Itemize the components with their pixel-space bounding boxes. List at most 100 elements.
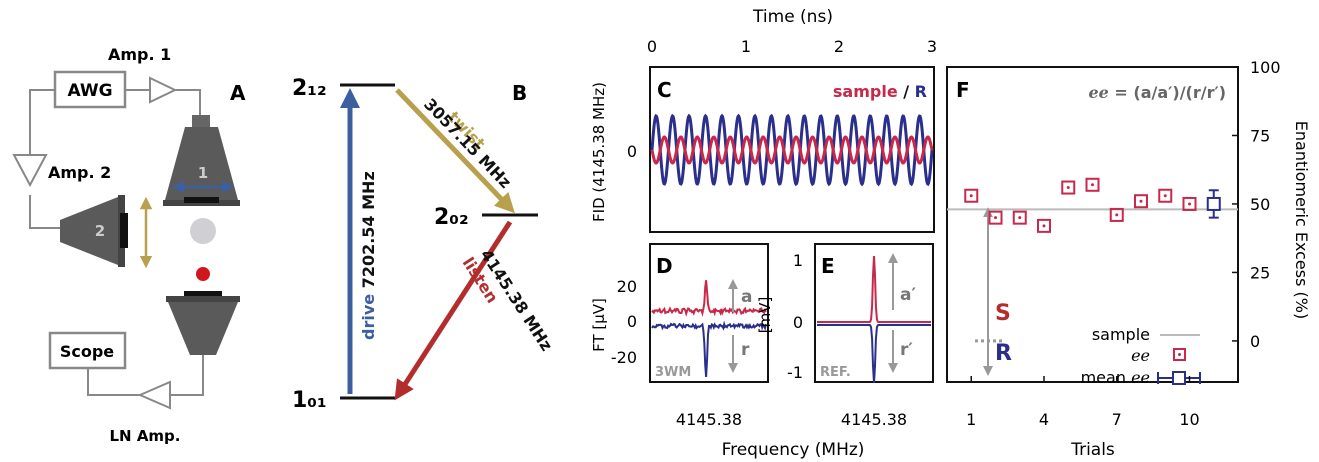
ln-amp-label: LN Amp. <box>109 427 180 445</box>
ee-formula-rest: = (a/a′)/(r/r′) <box>1109 83 1226 102</box>
time-axis-ticks: 0 1 2 3 <box>647 37 937 56</box>
sample-region-circle <box>190 218 216 244</box>
ee-plot <box>947 177 1238 377</box>
e-ytick-m1: -1 <box>787 363 803 382</box>
ee-point <box>988 210 1003 225</box>
f-xtick-label: 7 <box>1112 410 1122 429</box>
spectrum-d-sample-trace <box>651 280 767 317</box>
level-202-label: 2₀₂ <box>434 205 469 230</box>
panel-a: AWG Amp. 1 A Amp. 2 1 2 <box>12 45 246 445</box>
wire-awg-loop <box>29 89 60 229</box>
twist-arrow <box>395 88 515 214</box>
label-r: r <box>741 340 750 360</box>
spectrum-e-sample-trace <box>817 255 931 323</box>
d-ytick-m20: -20 <box>611 348 637 367</box>
fid-legend-sample: sample <box>833 82 898 101</box>
f-ylabel: Enantiomeric Excess (%) <box>1292 121 1311 319</box>
drive-word: drive <box>359 294 378 340</box>
f-ytick-label: 0 <box>1250 332 1260 351</box>
fid-y-tick-0: 0 <box>627 142 637 161</box>
ee-point <box>1158 188 1173 203</box>
amp2-triangle <box>12 154 48 188</box>
fid-sample-wave <box>650 135 934 165</box>
legend-ee-marker <box>1173 348 1186 361</box>
level-212-label: 2₁₂ <box>292 76 327 101</box>
panel-e: E a′ r′ REF. 1 0 -1 [mV] 4145.38 <box>756 243 934 429</box>
legend-mean-ee: mean ee <box>1081 368 1150 387</box>
tag-ref: REF. <box>820 365 851 380</box>
f-ytick-label: 25 <box>1250 263 1270 282</box>
f-ytick-label: 100 <box>1250 58 1281 77</box>
f-ytick-label: 75 <box>1250 126 1270 145</box>
ee-point-center <box>1091 183 1094 187</box>
drive-frequency: 7202.54 MHz <box>359 171 378 288</box>
d-xtick: 4145.38 <box>676 410 742 429</box>
panel-b-label: B <box>512 81 527 105</box>
legend-ee-dot <box>1178 353 1181 356</box>
time-tick-3: 3 <box>927 37 937 56</box>
legend-sample: sample <box>1092 325 1150 344</box>
ee-point-center <box>1115 213 1119 217</box>
panel-a-label: A <box>230 81 246 105</box>
d-ytick-20: 20 <box>617 277 637 296</box>
time-tick-2: 2 <box>834 37 844 56</box>
e-ylabel: [mV] <box>756 297 774 334</box>
ee-point-center <box>1066 186 1070 190</box>
ee-point-center <box>1018 216 1022 220</box>
f-legend: sample ee mean ee <box>1081 325 1201 387</box>
spectrum-d-reference-trace <box>651 320 767 377</box>
ee-point <box>1109 207 1124 222</box>
ee-point-center <box>1139 199 1143 203</box>
ee-point <box>1134 194 1148 209</box>
panel-d-frame <box>649 243 769 383</box>
time-tick-0: 0 <box>647 37 657 56</box>
fid-legend-separator: / <box>898 82 915 101</box>
wire-scope <box>87 355 204 396</box>
ee-point-center <box>1042 224 1046 228</box>
fid-waves <box>650 113 934 187</box>
panel-f-label: F <box>956 78 970 102</box>
horn-1-label: 1 <box>198 164 208 182</box>
horn-receive <box>166 291 240 355</box>
awg-label: AWG <box>67 81 112 101</box>
awg-box <box>53 70 127 109</box>
spectrum-e <box>817 255 931 384</box>
horn-2: 2 <box>60 195 128 267</box>
fid-legend-r: R <box>915 82 927 101</box>
ee-point <box>1012 210 1027 225</box>
amp1-triangle <box>149 76 178 104</box>
panel-b: B 2₁₂ 2₀₂ 1₀₁ drive 7202.54 MHz twist 30… <box>292 76 556 413</box>
ee-formula: ee = (a/a′)/(r/r′) <box>1089 83 1227 102</box>
scope-label: Scope <box>60 342 114 361</box>
e-ytick-1: 1 <box>793 251 803 270</box>
panel-d: D a r 3WM 20 0 -20 FT [μV] 4145.38 <box>590 243 769 429</box>
time-axis-title: Time (ns) <box>752 7 833 27</box>
panel-e-label: E <box>821 254 835 278</box>
legend-mean-prefix: mean <box>1081 368 1131 387</box>
legend-ee: ee <box>1131 346 1150 365</box>
fid-legend: sample / R <box>833 82 927 101</box>
ee-point-center <box>1188 202 1191 206</box>
amp1-label: Amp. 1 <box>108 45 171 64</box>
molecule-dot <box>196 267 210 281</box>
horn-1: 1 <box>163 115 240 206</box>
ee-point <box>1061 180 1076 195</box>
spectrum-d <box>651 280 767 377</box>
listen-arrow <box>394 220 513 401</box>
drive-text: drive 7202.54 MHz <box>359 171 378 340</box>
f-xtick-label: 10 <box>1179 410 1199 429</box>
panel-d-label: D <box>656 254 673 278</box>
mean-point <box>1206 196 1221 211</box>
f-axis-ticks: 1 4 7 10 100 75 50 25 0 <box>966 58 1280 429</box>
d-ytick-0: 0 <box>627 312 637 331</box>
ee-point <box>1037 218 1051 233</box>
f-xlabel: Trials <box>1070 440 1115 460</box>
label-a-prime: a′ <box>900 285 916 305</box>
ee-point <box>1085 177 1100 192</box>
f-ytick-label: 50 <box>1250 195 1270 214</box>
level-101-label: 1₀₁ <box>292 388 327 413</box>
spectrum-e-reference-trace <box>817 324 931 384</box>
frequency-axis-title: Frequency (MHz) <box>722 440 865 460</box>
ee-formula-ee: ee <box>1089 83 1109 102</box>
panel-c-label: C <box>657 78 672 102</box>
